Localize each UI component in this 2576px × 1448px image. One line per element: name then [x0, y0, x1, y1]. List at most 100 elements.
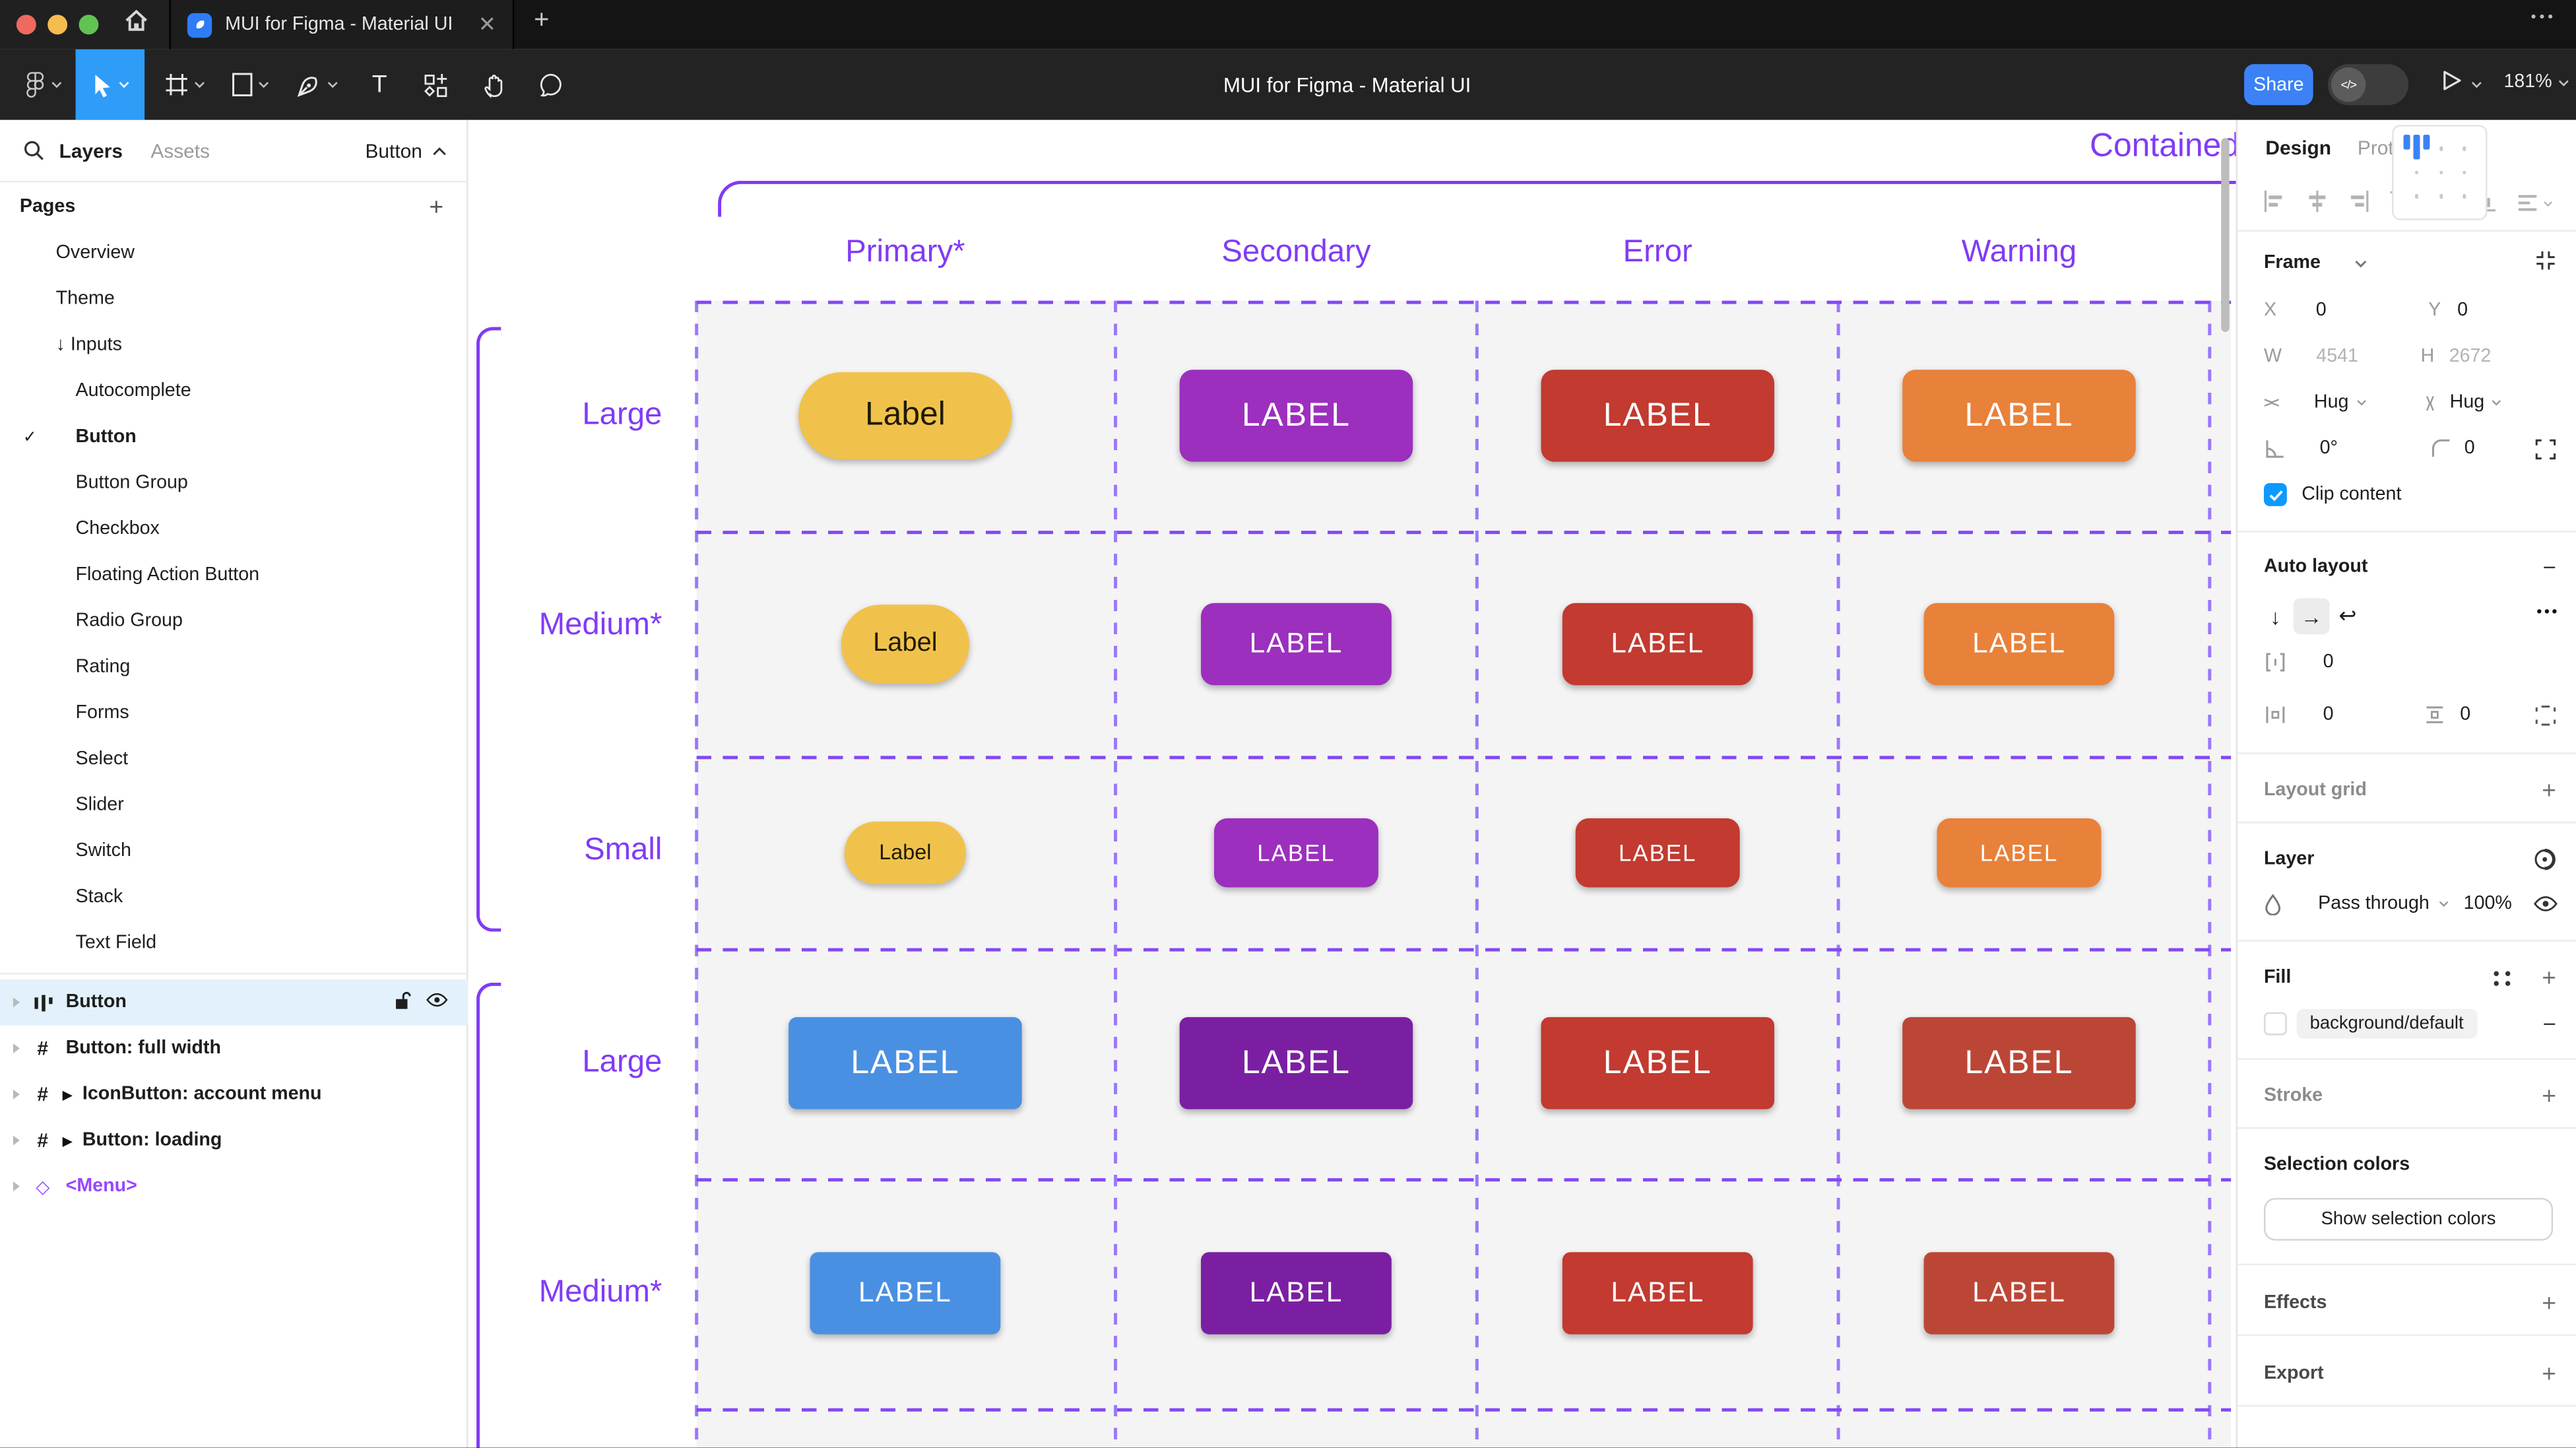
- page-item[interactable]: Forms: [0, 690, 468, 737]
- layer-row[interactable]: # ▶ IconButton: account menu: [0, 1071, 468, 1117]
- pen-tool-button[interactable]: [291, 49, 344, 120]
- page-item[interactable]: Radio Group: [0, 598, 468, 644]
- text-tool-button[interactable]: T: [360, 49, 399, 120]
- move-tool-button[interactable]: [75, 49, 145, 120]
- minimize-window-button[interactable]: [48, 15, 68, 35]
- tab-assets[interactable]: Assets: [150, 139, 210, 162]
- distribute-menu-button[interactable]: [2515, 191, 2553, 215]
- button-component[interactable]: LABEL: [1201, 602, 1392, 685]
- width-field[interactable]: 4541: [2316, 346, 2358, 367]
- add-fill-button[interactable]: +: [2542, 964, 2557, 992]
- page-item[interactable]: Stack: [0, 874, 468, 921]
- hug-horizontal-select[interactable]: Hug: [2313, 393, 2349, 412]
- button-component[interactable]: LABEL: [1923, 602, 2115, 685]
- button-component[interactable]: LABEL: [1179, 1017, 1413, 1109]
- button-component[interactable]: LABEL: [1213, 817, 1378, 887]
- auto-layout-vertical-button[interactable]: ↓: [2270, 604, 2281, 629]
- share-button[interactable]: Share: [2244, 64, 2313, 106]
- expand-chevron-icon[interactable]: [13, 1181, 20, 1192]
- button-component[interactable]: Label: [844, 820, 967, 884]
- auto-layout-more-icon[interactable]: •••: [2536, 603, 2560, 620]
- button-component[interactable]: LABEL: [1902, 1017, 2136, 1109]
- layer-visibility-eye-icon[interactable]: [2533, 896, 2558, 912]
- layer-row[interactable]: # Button: full width: [0, 1026, 468, 1072]
- expand-chevron-icon[interactable]: [13, 1089, 20, 1100]
- auto-layout-alignment-widget[interactable]: [2392, 125, 2488, 220]
- design-canvas[interactable]: Contained Primary* Secondary Error Warning …: [468, 119, 2236, 1448]
- new-tab-button[interactable]: +: [534, 6, 550, 35]
- add-export-button[interactable]: +: [2542, 1360, 2557, 1388]
- rotation-field[interactable]: 0°: [2319, 438, 2338, 459]
- show-selection-colors-button[interactable]: Show selection colors: [2263, 1198, 2554, 1241]
- button-component[interactable]: LABEL: [810, 1252, 1001, 1334]
- present-button[interactable]: [2441, 69, 2482, 100]
- fill-color-swatch[interactable]: [2263, 1012, 2287, 1036]
- button-component[interactable]: LABEL: [1902, 370, 2136, 462]
- gap-field[interactable]: 0: [2323, 652, 2334, 673]
- add-page-button[interactable]: +: [429, 193, 444, 221]
- close-tab-icon[interactable]: ✕: [478, 11, 496, 36]
- frame-section-title[interactable]: Frame: [2263, 253, 2321, 273]
- chevron-down-icon[interactable]: [2354, 259, 2367, 267]
- blend-mode-select[interactable]: Pass through: [2318, 894, 2430, 914]
- button-component[interactable]: Label: [841, 604, 969, 683]
- frame-title[interactable]: Contained: [2090, 128, 2236, 164]
- button-component[interactable]: LABEL: [789, 1017, 1022, 1109]
- x-position-field[interactable]: 0: [2315, 300, 2327, 321]
- button-component[interactable]: LABEL: [1541, 370, 1774, 462]
- comment-tool-button[interactable]: [529, 49, 572, 120]
- tab-layers[interactable]: Layers: [59, 139, 123, 162]
- page-item[interactable]: Button Group: [0, 460, 468, 506]
- chevron-up-icon[interactable]: [432, 145, 447, 155]
- titlebar-more-icon[interactable]: •••: [2530, 8, 2557, 25]
- y-position-field[interactable]: 0: [2457, 300, 2468, 321]
- align-left-icon[interactable]: [2262, 188, 2286, 218]
- home-button[interactable]: [112, 9, 161, 38]
- button-component[interactable]: LABEL: [1179, 370, 1413, 462]
- page-item[interactable]: Select: [0, 736, 468, 782]
- add-effect-button[interactable]: +: [2542, 1289, 2557, 1317]
- figma-main-menu-button[interactable]: [13, 49, 73, 120]
- independent-corners-icon[interactable]: [2535, 438, 2556, 459]
- resources-tool-button[interactable]: [414, 49, 457, 120]
- layer-row[interactable]: ◇ <Menu>: [0, 1164, 468, 1210]
- add-layout-grid-button[interactable]: +: [2542, 776, 2557, 805]
- unlock-icon[interactable]: [395, 990, 411, 1014]
- button-component[interactable]: LABEL: [1575, 817, 1740, 887]
- page-item[interactable]: Theme: [0, 276, 468, 322]
- clip-content-checkbox[interactable]: [2263, 483, 2287, 506]
- align-horizontal-center-icon[interactable]: [2304, 188, 2329, 218]
- hug-vertical-select[interactable]: Hug: [2449, 393, 2485, 412]
- remove-fill-button[interactable]: −: [2542, 1010, 2557, 1037]
- document-title[interactable]: MUI for Figma - Material UI: [1223, 73, 1471, 96]
- page-item[interactable]: Text Field: [0, 920, 468, 966]
- button-component[interactable]: LABEL: [1923, 1252, 2115, 1334]
- frame-tool-button[interactable]: [158, 49, 210, 120]
- auto-layout-wrap-button[interactable]: ↩: [2338, 603, 2357, 628]
- page-item[interactable]: ✓ Button: [0, 414, 468, 460]
- page-item[interactable]: ↓ Inputs: [0, 322, 468, 368]
- zoom-level-control[interactable]: 181%: [2503, 73, 2570, 92]
- page-item[interactable]: Checkbox: [0, 506, 468, 552]
- canvas-scrollbar[interactable]: [2221, 138, 2230, 332]
- page-item[interactable]: Floating Action Button: [0, 552, 468, 599]
- expand-chevron-icon[interactable]: [13, 1135, 20, 1146]
- align-right-icon[interactable]: [2346, 188, 2371, 218]
- height-field[interactable]: 2672: [2449, 346, 2492, 367]
- fill-styles-icon[interactable]: [2494, 970, 2512, 985]
- button-component[interactable]: LABEL: [1562, 602, 1753, 685]
- auto-layout-horizontal-button[interactable]: →: [2293, 598, 2330, 635]
- button-component[interactable]: LABEL: [1541, 1017, 1774, 1109]
- button-component[interactable]: LABEL: [1201, 1252, 1392, 1334]
- vertical-padding-field[interactable]: 0: [2460, 705, 2471, 725]
- remove-auto-layout-button[interactable]: −: [2542, 554, 2557, 580]
- corner-radius-field[interactable]: 0: [2464, 438, 2475, 459]
- tab-design[interactable]: Design: [2265, 136, 2332, 160]
- page-item[interactable]: Rating: [0, 644, 468, 690]
- eye-icon[interactable]: [426, 993, 449, 1012]
- page-item[interactable]: Autocomplete: [0, 368, 468, 414]
- search-icon[interactable]: [23, 140, 44, 161]
- dev-mode-toggle[interactable]: </>: [2328, 64, 2409, 106]
- maximize-window-button[interactable]: [79, 15, 99, 35]
- page-item[interactable]: Switch: [0, 828, 468, 874]
